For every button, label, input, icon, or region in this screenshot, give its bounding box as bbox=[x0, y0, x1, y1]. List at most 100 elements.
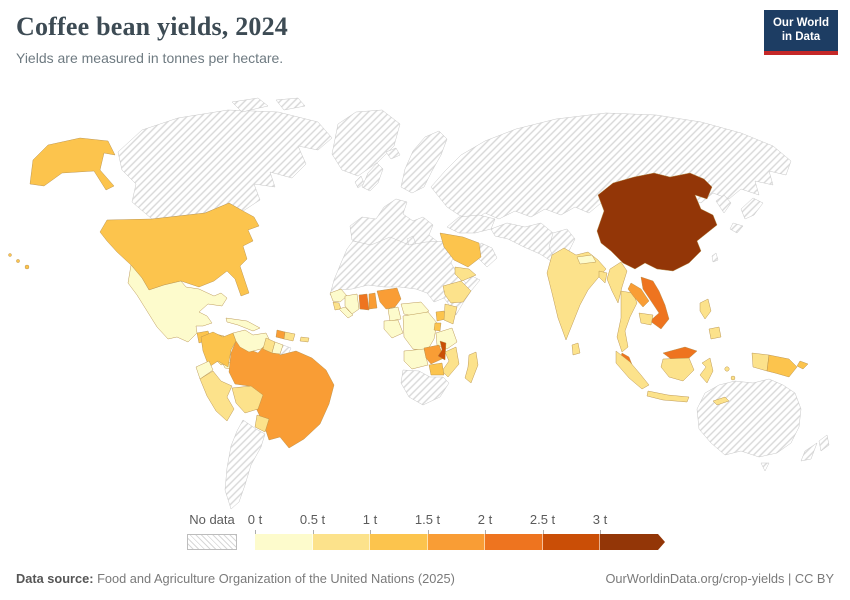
map-region-moluccas[interactable]: Indonesia: 0.5–1 t bbox=[724, 366, 730, 372]
map-region-papua-new-guinea[interactable]: Papua New Guinea: 1–1.5 t bbox=[766, 354, 798, 378]
map-region-luzon[interactable]: Philippines: 0.5–1 t bbox=[699, 298, 712, 320]
map-region-hawaii-3[interactable]: United States: 1–1.5 t bbox=[24, 264, 30, 270]
legend-color-swatch[interactable] bbox=[370, 534, 428, 550]
legend-color-swatch[interactable] bbox=[485, 534, 543, 550]
map-nodata-southern-africa[interactable] bbox=[400, 369, 450, 406]
legend-no-data-label: No data bbox=[189, 512, 235, 527]
map-region-kenya[interactable]: Kenya: 0.5–1 t bbox=[443, 303, 458, 325]
map-region-sri-lanka[interactable]: Sri Lanka: 0.5–1 t bbox=[571, 342, 581, 356]
legend-color-swatch[interactable] bbox=[312, 534, 370, 550]
map-region-ethiopia[interactable]: Ethiopia: 0.5–1 t bbox=[442, 280, 472, 304]
map-region-moluccas-2[interactable]: Indonesia: 0.5–1 t bbox=[730, 375, 736, 381]
map-region-ecuador[interactable]: Ecuador: 0–0.5 t bbox=[195, 360, 214, 380]
map-region-kalimantan[interactable]: Indonesia: 0.5–1 t bbox=[660, 357, 695, 382]
map-region-hawaii[interactable]: United States: 1–1.5 t bbox=[8, 253, 12, 257]
map-region-timor[interactable]: Timor: 0.5–1 t bbox=[712, 396, 730, 406]
map-region-myanmar[interactable]: Myanmar: 0.5–1 t bbox=[606, 261, 628, 304]
map-region-zimbabwe[interactable]: Zimbabwe: 1–1.5 t bbox=[428, 362, 445, 376]
map-region-zambia[interactable]: Zambia: 1.5–2 t bbox=[423, 344, 445, 365]
map-region-cambodia[interactable]: Cambodia: 0.5–1 t bbox=[638, 312, 654, 326]
map-region-alaska[interactable]: United States: 1–1.5 t bbox=[29, 137, 116, 191]
legend-color-swatch[interactable] bbox=[542, 534, 600, 550]
map-nodata-uk[interactable] bbox=[361, 162, 384, 192]
map-region-malawi[interactable]: Malawi: 2.5–3 t bbox=[437, 340, 447, 361]
legend-tick-label: 1 t bbox=[362, 512, 378, 527]
map-nodata-argentina-chile[interactable] bbox=[224, 419, 266, 510]
map-region-thailand[interactable]: Thailand: 0.5–1 t bbox=[616, 290, 638, 353]
map-region-china[interactable]: China: 3+ t bbox=[596, 172, 718, 272]
map-region-liberia[interactable]: Liberia: 0–0.5 t bbox=[338, 306, 354, 319]
map-nodata-north-africa[interactable] bbox=[329, 236, 481, 316]
map-region-hawaii-2[interactable]: United States: 1–1.5 t bbox=[16, 259, 20, 263]
map-region-congo[interactable]: Congo: 0–0.5 t bbox=[383, 319, 404, 339]
map-region-cote-divoire[interactable]: Cote d'Ivoire: 0–0.5 t bbox=[344, 293, 360, 315]
map-region-guinea[interactable]: Guinea: 0–0.5 t bbox=[329, 288, 348, 303]
owid-logo-line1: Our World bbox=[772, 17, 829, 29]
map-nodata-tasmania[interactable] bbox=[760, 462, 770, 472]
map-region-peru[interactable]: Peru: 0.5–1 t bbox=[199, 370, 235, 422]
map-region-mexico[interactable]: Mexico: 0–0.5 t bbox=[127, 264, 228, 343]
map-region-sumatra[interactable]: Indonesia: 0.5–1 t bbox=[615, 350, 650, 390]
map-region-togo[interactable]: Togo: 1.5–2 t bbox=[368, 292, 378, 310]
legend-color-bar bbox=[255, 534, 665, 550]
legend-tick-label: 1.5 t bbox=[414, 512, 441, 527]
map-region-java[interactable]: Indonesia: 0.5–1 t bbox=[646, 390, 690, 403]
map-nodata-taiwan[interactable] bbox=[711, 252, 719, 263]
map-region-cuba[interactable]: Cuba: 0–0.5 t bbox=[225, 317, 261, 332]
map-region-nepal[interactable]: Nepal: 0–0.5 t bbox=[576, 254, 597, 265]
map-region-yemen[interactable]: Yemen: 0.5–1 t bbox=[454, 266, 477, 282]
map-region-sulawesi[interactable]: Indonesia: 0.5–1 t bbox=[699, 357, 714, 384]
legend-no-data-swatch[interactable] bbox=[187, 534, 237, 550]
chart-header: Coffee bean yields, 2024 Yields are meas… bbox=[16, 12, 750, 66]
map-region-nigeria[interactable]: Nigeria: 1.5–2 t bbox=[376, 287, 402, 310]
map-region-saudi-arabia[interactable]: Saudi Arabia: 1–1.5 t bbox=[439, 232, 482, 268]
map-region-bangladesh[interactable]: Bangladesh: 0.5–1 t bbox=[598, 270, 608, 284]
legend-color-swatch[interactable] bbox=[427, 534, 485, 550]
map-region-india[interactable]: India: 0.5–1 t bbox=[546, 247, 607, 341]
data-source-text: Food and Agriculture Organization of the… bbox=[93, 571, 455, 586]
map-region-angola[interactable]: Angola: 0–0.5 t bbox=[403, 348, 429, 370]
legend-color-swatch[interactable] bbox=[255, 534, 313, 550]
map-nodata-canada[interactable] bbox=[117, 109, 333, 220]
legend-color-swatch[interactable] bbox=[600, 534, 665, 550]
map-region-malaysia-borneo[interactable]: Malaysia: 2–2.5 t bbox=[662, 346, 698, 360]
map-region-dr-congo[interactable]: Democratic Republic of Congo: 0–0.5 t bbox=[402, 311, 438, 352]
map-nodata-japan[interactable] bbox=[740, 197, 764, 220]
map-nodata-australia[interactable] bbox=[696, 378, 802, 458]
map-region-cameroon[interactable]: Cameroon: 0–0.5 t bbox=[387, 306, 402, 322]
map-region-bolivia[interactable]: Bolivia: 0.5–1 t bbox=[231, 385, 264, 414]
map-region-new-britain[interactable]: Papua New Guinea: 1–1.5 t bbox=[796, 360, 809, 370]
map-region-madagascar[interactable]: Madagascar: 0.5–1 t bbox=[464, 351, 479, 384]
map-nodata-iran-iraq[interactable] bbox=[490, 222, 560, 262]
map-nodata-greenland[interactable] bbox=[331, 109, 401, 177]
map-nodata-ireland[interactable] bbox=[354, 175, 365, 189]
data-source-note: Data source: Food and Agriculture Organi… bbox=[16, 571, 455, 586]
map-region-mozambique[interactable]: Mozambique: 0.5–1 t bbox=[441, 346, 460, 378]
map-region-laos[interactable]: Laos: 1.5–2 t bbox=[627, 282, 650, 308]
map-region-vietnam[interactable]: Vietnam: 2–2.5 t bbox=[640, 276, 670, 330]
map-nodata-new-zealand-south[interactable] bbox=[800, 442, 818, 462]
owid-logo-line2: in Data bbox=[781, 30, 821, 43]
map-region-colombia[interactable]: Colombia: 1–1.5 t bbox=[200, 331, 237, 368]
map-region-paraguay[interactable]: Paraguay: 0.5–1 t bbox=[254, 414, 270, 433]
map-nodata-scandinavia[interactable] bbox=[400, 130, 448, 194]
chart-subtitle: Yields are measured in tonnes per hectar… bbox=[16, 50, 284, 66]
map-nodata-new-zealand-north[interactable] bbox=[818, 434, 830, 452]
map-nodata-iceland[interactable] bbox=[385, 147, 401, 160]
map-region-puerto-rico[interactable]: Puerto Rico: 0.5–1 t bbox=[299, 336, 310, 343]
page-title: Coffee bean yields, 2024 bbox=[16, 12, 288, 41]
map-region-haiti[interactable]: Haiti: 1.5–2 t bbox=[275, 329, 286, 340]
owid-logo[interactable]: Our World in Data bbox=[764, 10, 838, 55]
map-region-suriname[interactable]: Suriname: 0–0.5 t bbox=[271, 341, 284, 355]
map-region-dominican-republic[interactable]: Dominican Republic: 0.5–1 t bbox=[283, 331, 296, 342]
map-nodata-korea[interactable] bbox=[715, 194, 732, 214]
map-region-ghana[interactable]: Ghana: 2–2.5 t bbox=[358, 293, 370, 311]
map-nodata-japan-south[interactable] bbox=[729, 222, 744, 234]
map-nodata-arctic-islands[interactable] bbox=[231, 97, 269, 113]
map-region-mindanao[interactable]: Philippines: 0.5–1 t bbox=[708, 326, 722, 340]
map-nodata-turkey[interactable] bbox=[446, 214, 496, 234]
owid-link[interactable]: OurWorldinData.org/crop-yields | CC BY bbox=[605, 571, 834, 586]
map-region-rwanda[interactable]: Rwanda: 1–1.5 t bbox=[433, 322, 442, 332]
map-region-west-papua[interactable]: Indonesia: 0.5–1 t bbox=[751, 352, 770, 372]
map-nodata-arctic-islands-2[interactable] bbox=[275, 97, 306, 111]
